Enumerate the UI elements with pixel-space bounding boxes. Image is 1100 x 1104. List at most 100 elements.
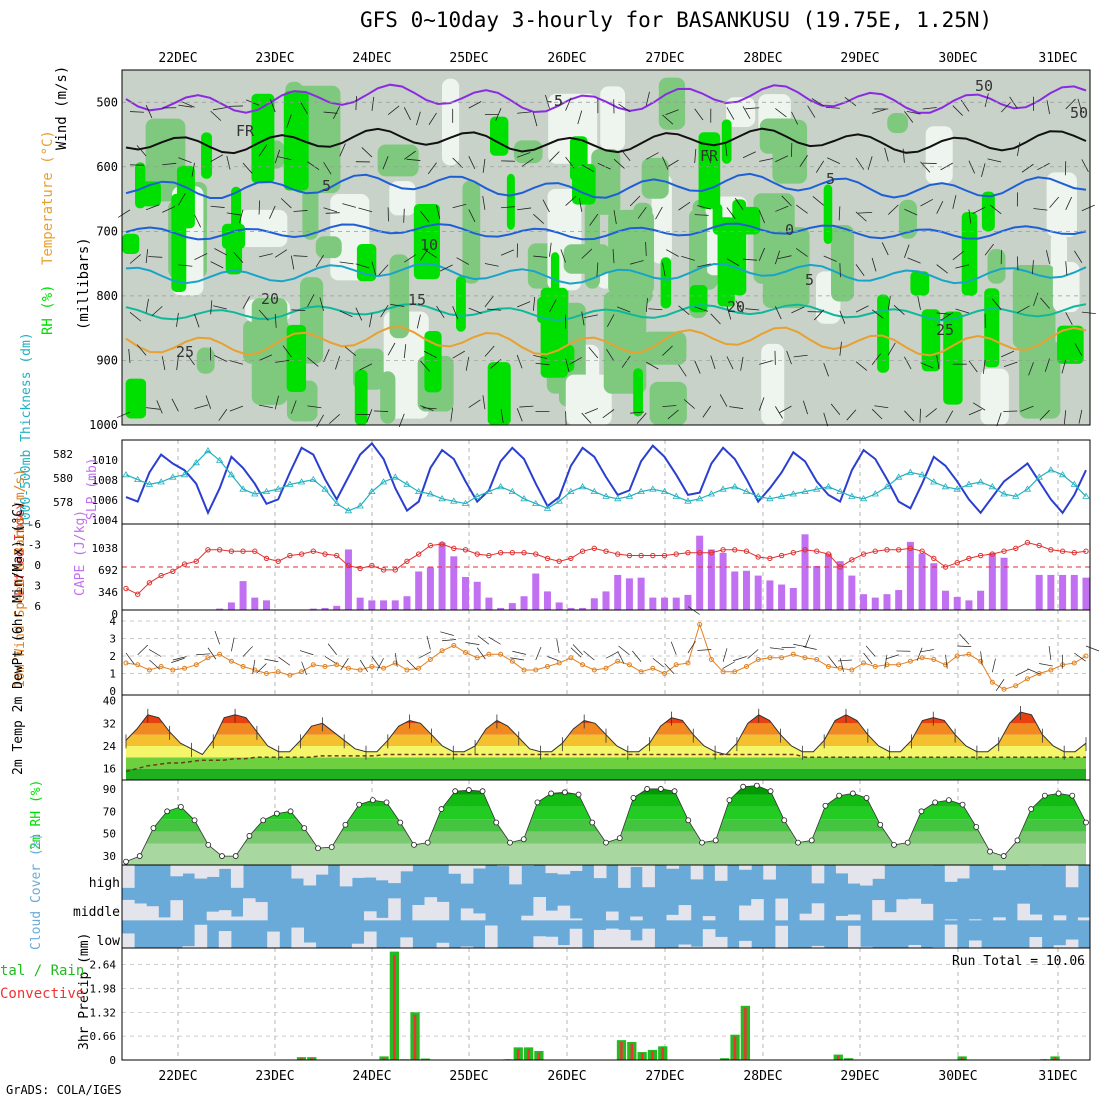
cloud-gap xyxy=(461,908,474,920)
rh-marker xyxy=(535,800,540,805)
rh-marker xyxy=(233,854,238,859)
rh-core xyxy=(877,294,889,372)
cloud-gap xyxy=(957,865,970,878)
rh-core xyxy=(982,192,995,231)
cloud-gap xyxy=(195,865,208,879)
ytick-temp: 32 xyxy=(103,717,116,730)
ytick-precip: 1.32 xyxy=(90,1006,117,1019)
cloud-gap xyxy=(533,897,546,920)
wind-barb xyxy=(557,639,559,653)
cloud-gap xyxy=(667,865,680,869)
cape-bar xyxy=(439,543,446,610)
cape-bar xyxy=(415,571,422,610)
rh-marker xyxy=(370,798,375,803)
wind-barb xyxy=(149,649,161,656)
precip-convective-bar xyxy=(414,1015,416,1060)
ytick-wind: 4 xyxy=(109,615,116,628)
rh-band xyxy=(642,158,669,199)
cape-bar xyxy=(930,563,937,610)
cloud-gap xyxy=(304,865,317,885)
wind-barb xyxy=(992,659,995,673)
cloud-gap xyxy=(715,937,728,948)
cape-bar xyxy=(521,596,528,610)
contour-label: 50 xyxy=(975,77,993,95)
cloud-gap xyxy=(872,865,885,879)
wind-barb xyxy=(215,631,220,644)
date-label-bottom: 29DEC xyxy=(840,1069,879,1084)
cape-bar xyxy=(333,606,340,610)
contour-label: 25 xyxy=(176,343,194,361)
ylabel-cape: CAPE (J/kg) xyxy=(73,510,88,596)
cloud-gap xyxy=(461,865,474,884)
wind-barb xyxy=(440,632,454,636)
wind-barb xyxy=(279,657,290,665)
cloud-gap xyxy=(969,919,982,920)
rh-band xyxy=(252,298,288,405)
cloud-gap xyxy=(739,906,752,921)
rh-core xyxy=(661,257,671,308)
rh-marker xyxy=(713,838,718,843)
cloud-gap xyxy=(170,900,183,920)
cloud-gap xyxy=(546,911,559,921)
cloud-gap xyxy=(364,911,377,920)
rh-band xyxy=(1019,341,1060,419)
cape-bar xyxy=(240,581,247,610)
cloud-gap xyxy=(134,903,147,920)
cape-bar xyxy=(1083,578,1090,610)
contour-label: FR xyxy=(236,122,255,140)
cape-bar xyxy=(263,600,270,610)
ytick-temp: 16 xyxy=(103,763,116,776)
cloud-gap xyxy=(304,943,317,948)
rh-core xyxy=(735,207,760,235)
cloud-gap xyxy=(316,865,329,875)
cloud-gap xyxy=(860,865,873,886)
contour-label: 5 xyxy=(826,170,835,188)
rh-band xyxy=(514,140,543,163)
rh-marker xyxy=(261,818,266,823)
cloud-gap xyxy=(291,928,304,948)
cape-bar xyxy=(603,591,610,610)
rh-band xyxy=(378,145,419,177)
wind-barb xyxy=(536,647,541,660)
cape-bar xyxy=(802,534,809,610)
wind-barb xyxy=(959,634,968,644)
date-label-top: 25DEC xyxy=(449,51,488,66)
wind-barb xyxy=(442,640,456,641)
rh-marker xyxy=(617,836,622,841)
rh-band xyxy=(831,225,854,302)
precip-convective-bar xyxy=(538,1053,540,1060)
cape-bar xyxy=(345,549,352,610)
cloud-gap xyxy=(231,917,244,921)
cloud-gap xyxy=(872,900,885,920)
rh-core xyxy=(507,174,515,230)
rh-marker xyxy=(453,789,458,794)
rh-marker xyxy=(631,795,636,800)
rh-marker xyxy=(357,802,362,807)
cloud-gap xyxy=(1066,865,1079,887)
date-label-bottom: 25DEC xyxy=(449,1069,488,1084)
cloud-gap xyxy=(993,865,1006,870)
rh-core xyxy=(355,370,368,425)
cloud-gap xyxy=(618,865,631,888)
wind-barb xyxy=(478,636,489,645)
wind-barb xyxy=(866,646,875,657)
cloud-gap xyxy=(449,865,462,874)
cloud-gap xyxy=(207,865,220,877)
cape-bar xyxy=(626,578,633,610)
precip-convective-bar xyxy=(734,1037,736,1060)
rh-marker xyxy=(398,820,403,825)
rh-marker xyxy=(782,818,787,823)
rh-core xyxy=(633,368,643,416)
cloud-row-label: high xyxy=(89,876,120,891)
cape-bar xyxy=(462,577,469,610)
slp-line xyxy=(126,443,1086,512)
rh-core xyxy=(222,224,245,249)
cloud-gap xyxy=(812,903,825,920)
cloud-gap xyxy=(122,933,135,948)
wind-barb xyxy=(838,660,852,661)
wind-barb xyxy=(328,644,337,655)
wind-barb xyxy=(259,201,260,215)
cape-bar xyxy=(778,585,785,610)
cloud-gap xyxy=(219,910,232,920)
